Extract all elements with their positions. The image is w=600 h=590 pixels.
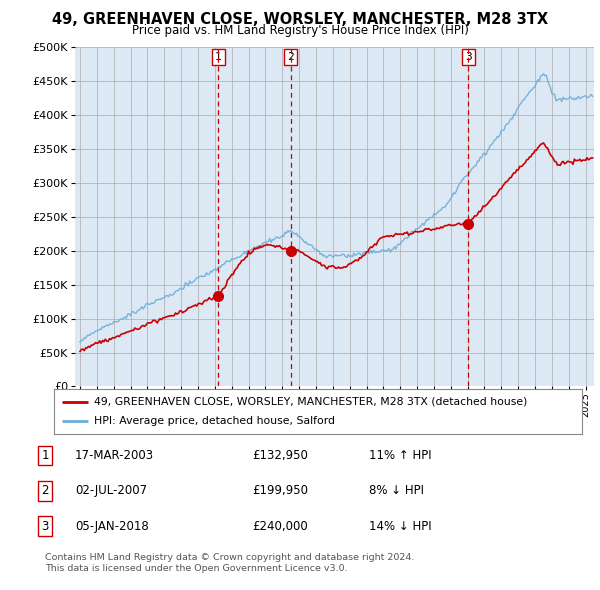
Text: £199,950: £199,950 [252,484,308,497]
Text: Price paid vs. HM Land Registry's House Price Index (HPI): Price paid vs. HM Land Registry's House … [131,24,469,37]
Text: 11% ↑ HPI: 11% ↑ HPI [369,449,431,462]
Text: 49, GREENHAVEN CLOSE, WORSLEY, MANCHESTER, M28 3TX: 49, GREENHAVEN CLOSE, WORSLEY, MANCHESTE… [52,12,548,27]
Text: This data is licensed under the Open Government Licence v3.0.: This data is licensed under the Open Gov… [45,565,347,573]
Text: 05-JAN-2018: 05-JAN-2018 [75,520,149,533]
Text: 14% ↓ HPI: 14% ↓ HPI [369,520,431,533]
Text: 3: 3 [41,520,49,533]
Text: 02-JUL-2007: 02-JUL-2007 [75,484,147,497]
Text: 8% ↓ HPI: 8% ↓ HPI [369,484,424,497]
Text: 17-MAR-2003: 17-MAR-2003 [75,449,154,462]
Text: £132,950: £132,950 [252,449,308,462]
Text: 1: 1 [41,449,49,462]
Text: Contains HM Land Registry data © Crown copyright and database right 2024.: Contains HM Land Registry data © Crown c… [45,553,415,562]
Text: 3: 3 [465,52,472,62]
Text: 2: 2 [287,52,294,62]
Text: £240,000: £240,000 [252,520,308,533]
Text: 2: 2 [41,484,49,497]
Text: 49, GREENHAVEN CLOSE, WORSLEY, MANCHESTER, M28 3TX (detached house): 49, GREENHAVEN CLOSE, WORSLEY, MANCHESTE… [94,397,527,407]
Text: HPI: Average price, detached house, Salford: HPI: Average price, detached house, Salf… [94,417,335,426]
Text: 1: 1 [215,52,222,62]
